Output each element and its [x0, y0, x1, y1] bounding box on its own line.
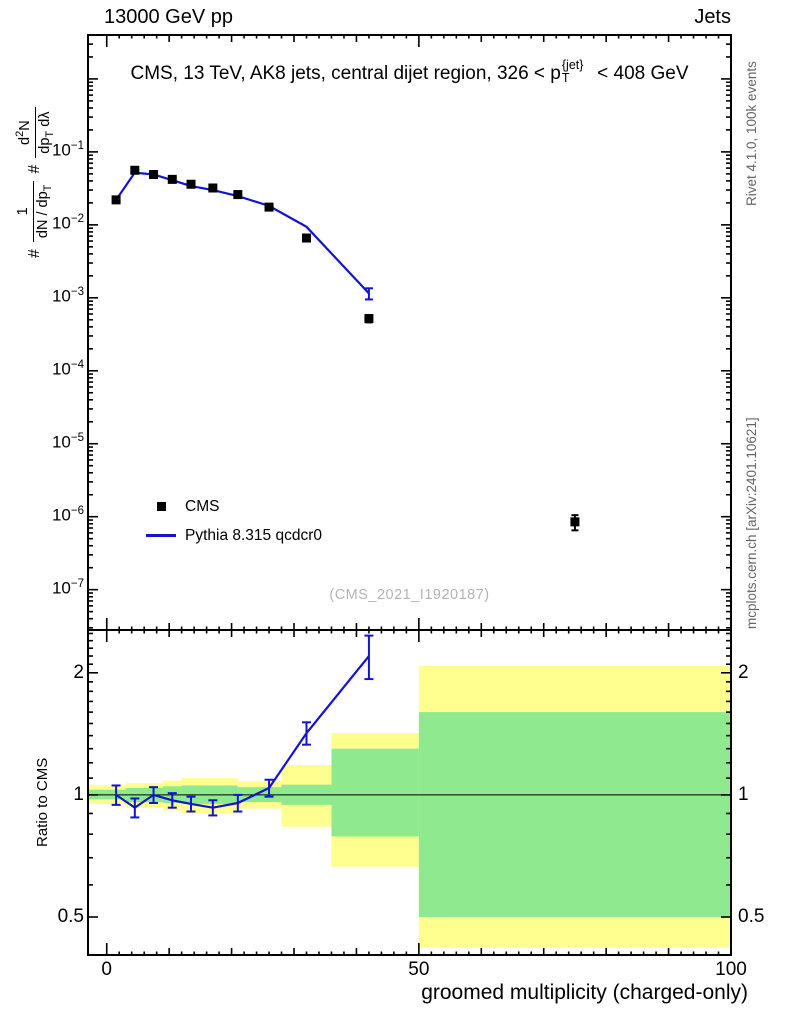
pythia-line-swatch	[146, 534, 176, 537]
ratio-y-tick-label: 1	[73, 783, 84, 805]
ratio-y-tick-label: 0.5	[57, 906, 84, 927]
main-y-tick-label: 10−1	[51, 139, 84, 160]
cms-data-point	[208, 183, 218, 193]
main-y-tick-label: 10−6	[51, 504, 84, 525]
cms-data-point	[186, 179, 196, 189]
mcplots-credit: mcplots.cern.ch [arXiv:2401.10621]	[744, 417, 759, 629]
den-text-b: dλ	[36, 111, 53, 131]
hash-symbol: #	[26, 164, 44, 174]
plot-frames	[87, 34, 732, 956]
beam-energy-label: 13000 GeV pp	[104, 6, 233, 28]
ratio-plot-frame	[87, 629, 732, 956]
square-marker-icon	[156, 502, 166, 511]
main-model-curve	[115, 171, 373, 301]
den-sub: T	[41, 184, 54, 192]
process-label: Jets	[694, 6, 731, 28]
cms-data-point	[167, 174, 177, 184]
cms-data-points	[111, 165, 580, 532]
legend-label-pythia: Pythia 8.315 qcdcr0	[185, 526, 323, 544]
x-tick-label: 50	[408, 959, 430, 980]
model-prediction-line	[115, 171, 370, 295]
ratio-y-axis-label: Ratio to CMS	[34, 757, 51, 847]
den-sub: T	[43, 130, 56, 138]
normalisation-fraction: 1 dN / dpT	[15, 180, 55, 243]
num-sup: 2	[14, 130, 26, 137]
pt-jet-subscript: T	[561, 71, 570, 85]
den-text: dp	[36, 137, 53, 154]
uncertainty-band-inner	[418, 712, 731, 918]
fraction-denominator: dN / dpT	[34, 181, 55, 242]
main-y-tick-label: 10−2	[51, 212, 84, 233]
analysis-id-watermark: (CMS_2021_I1920187)	[329, 587, 490, 603]
main-y-tick-label: 10−7	[51, 577, 84, 598]
cms-marker-swatch	[146, 502, 176, 511]
cms-data-point	[149, 169, 159, 179]
cms-data-point	[130, 165, 140, 175]
cms-data-point	[111, 195, 121, 205]
legend: CMS Pythia 8.315 qcdcr0	[146, 492, 322, 550]
main-y-tick-label: 10−3	[51, 285, 84, 306]
fraction-numerator: d2N	[14, 107, 36, 158]
uncertainty-band-inner	[331, 748, 419, 837]
rivet-version-credit: Rivet 4.1.0, 100k events	[744, 61, 759, 206]
cms-data-point	[301, 233, 311, 243]
plot-title-suffix: < 408 GeV	[591, 63, 689, 84]
observable-fraction: d2N dpT dλ	[14, 107, 57, 158]
num-text: d	[16, 136, 33, 145]
ratio-uncertainty-bands	[88, 665, 731, 948]
hash-symbol: #	[26, 249, 44, 258]
legend-item-cms: CMS	[146, 492, 322, 521]
x-tick-label: 100	[715, 959, 747, 980]
line-marker-icon	[146, 534, 176, 537]
legend-item-pythia: Pythia 8.315 qcdcr0	[146, 521, 322, 550]
legend-label-cms: CMS	[185, 497, 220, 515]
plot-title: CMS, 13 TeV, AK8 jets, central dijet reg…	[88, 58, 731, 85]
fraction-numerator: 1	[15, 180, 35, 243]
fraction-denominator: dpT dλ	[36, 107, 57, 157]
main-y-axis-label: # 1 dN / dpT # d2N dpT dλ	[14, 107, 56, 258]
axis-ticks	[88, 34, 732, 955]
cms-data-point	[264, 202, 274, 212]
num-text-b: N	[16, 120, 33, 131]
ratio-y-tick-label-right: 0.5	[738, 906, 765, 927]
ratio-model-curve	[111, 634, 374, 819]
main-y-tick-label: 10−5	[51, 431, 84, 452]
ratio-y-tick-label: 2	[73, 661, 84, 683]
main-y-tick-label: 10−4	[51, 358, 84, 379]
pt-jet-superscript: {jet}	[561, 58, 584, 72]
plot-title-text: CMS, 13 TeV, AK8 jets, central dijet reg…	[130, 63, 561, 84]
den-text: dN / dp	[35, 191, 52, 239]
x-tick-label: 0	[101, 959, 112, 980]
ratio-y-tick-label-right: 2	[738, 661, 749, 683]
cms-data-point	[233, 190, 243, 200]
pt-jet-supsub: {jet} T	[561, 58, 592, 85]
x-axis-label: groomed multiplicity (charged-only)	[421, 981, 748, 1004]
ratio-model-line	[115, 655, 370, 810]
cms-data-point	[364, 314, 374, 324]
ratio-y-tick-label-right: 1	[738, 783, 749, 805]
cms-data-point	[570, 517, 580, 527]
